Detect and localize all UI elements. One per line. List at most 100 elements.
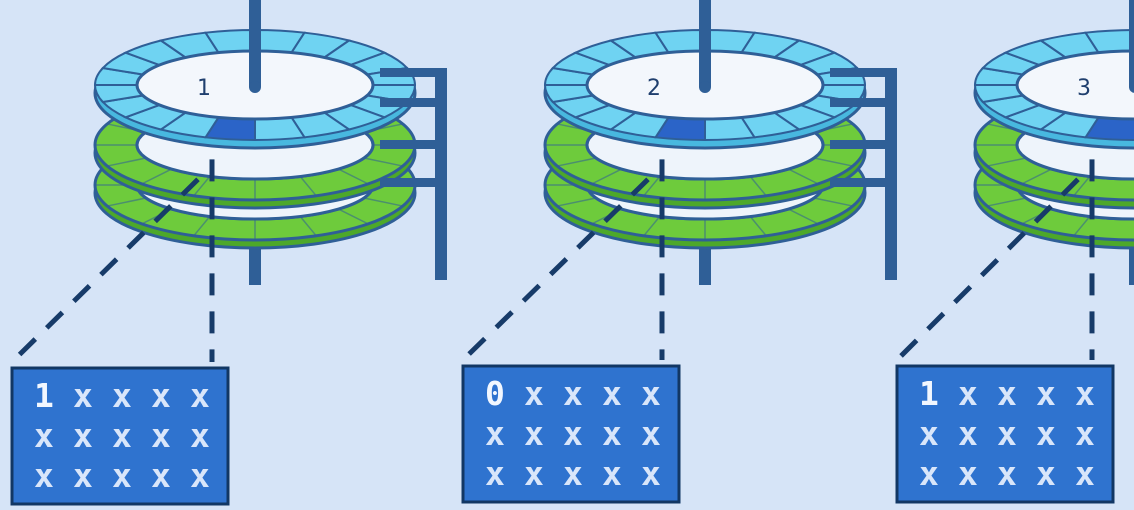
placeholder-bit: x xyxy=(958,454,978,493)
placeholder-bit: x xyxy=(919,414,939,453)
head-arm xyxy=(380,68,447,77)
data-block-2: 0 x x x xx x x x xx x x x x xyxy=(461,364,681,504)
placeholder-bit: x xyxy=(190,376,210,415)
placeholder-bit: x xyxy=(1075,374,1095,413)
head-arm xyxy=(380,178,447,187)
placeholder-bit: x xyxy=(485,414,505,453)
platter-segment-line xyxy=(643,175,661,197)
platter-segment-line xyxy=(338,208,369,225)
leader-line-left xyxy=(463,177,650,360)
platter-segment-line xyxy=(141,168,172,185)
spindle-hub xyxy=(1129,81,1134,93)
placeholder-bit: x xyxy=(112,456,132,495)
disk-2: 2 xyxy=(463,0,897,360)
placeholder-bit: x xyxy=(1036,374,1056,413)
platter-segment-line xyxy=(813,197,853,207)
platter-hole xyxy=(1015,49,1134,121)
platter-segment-line xyxy=(193,215,211,237)
data-block-box xyxy=(10,366,230,506)
platter-segment-line xyxy=(749,215,767,237)
head-arm xyxy=(830,140,897,149)
placeholder-bit: x xyxy=(1075,454,1095,493)
disk-1: 1 xyxy=(12,0,447,362)
placeholder-bit: x xyxy=(151,416,171,455)
placeholder-bit: x xyxy=(34,416,54,455)
disk-number-label: 1 xyxy=(197,76,211,101)
head-arm xyxy=(380,98,447,107)
placeholder-bit: x xyxy=(602,454,622,493)
platter-segment-line xyxy=(987,197,1027,207)
platter-segment-line xyxy=(363,157,403,167)
platter-segment-line xyxy=(557,157,597,167)
data-block-1: 1 x x x xx x x x xx x x x x xyxy=(10,366,230,506)
placeholder-bit: x xyxy=(958,414,978,453)
platter-segment-line xyxy=(107,197,147,207)
data-bit: 0 xyxy=(485,374,505,413)
platter-segment-line xyxy=(1021,168,1052,185)
head-arm xyxy=(380,140,447,149)
placeholder-bit: x xyxy=(602,374,622,413)
spindle-hub xyxy=(699,81,711,93)
spindle-hub xyxy=(249,81,261,93)
placeholder-bit: x xyxy=(563,374,583,413)
placeholder-bit: x xyxy=(602,414,622,453)
platter-segment-line xyxy=(299,175,317,197)
data-block-box xyxy=(461,364,681,504)
actuator-post xyxy=(885,68,897,280)
placeholder-bit: x xyxy=(641,414,661,453)
placeholder-bit: x xyxy=(524,374,544,413)
head-arm xyxy=(830,68,897,77)
data-block-box xyxy=(895,364,1115,504)
head-arm xyxy=(830,178,897,187)
platter-segment-line xyxy=(338,168,369,185)
platter-segment-line xyxy=(788,208,819,225)
placeholder-bit: x xyxy=(563,414,583,453)
placeholder-bit: x xyxy=(151,456,171,495)
placeholder-bit: x xyxy=(997,454,1017,493)
platter-segment-line xyxy=(1073,215,1091,237)
placeholder-bit: x xyxy=(524,454,544,493)
data-bit: 1 xyxy=(34,376,54,415)
placeholder-bit: x xyxy=(919,454,939,493)
placeholder-bit: x xyxy=(958,374,978,413)
placeholder-bit: x xyxy=(641,374,661,413)
platter-segment-line xyxy=(987,157,1027,167)
placeholder-bit: x xyxy=(190,456,210,495)
placeholder-bit: x xyxy=(112,416,132,455)
placeholder-bit: x xyxy=(73,456,93,495)
platter-segment-line xyxy=(813,157,853,167)
platter-segment-line xyxy=(363,197,403,207)
spindle-upper xyxy=(1129,0,1134,87)
placeholder-bit: x xyxy=(190,416,210,455)
platter-segment-line xyxy=(1073,175,1091,197)
disk-number-label: 2 xyxy=(647,76,661,101)
platter-segment-line xyxy=(299,215,317,237)
platter-segment-line xyxy=(557,197,597,207)
platter-segment-line xyxy=(107,157,147,167)
platter-segment-line xyxy=(788,168,819,185)
data-bit: 1 xyxy=(919,374,939,413)
actuator-post xyxy=(435,68,447,280)
disk-number-label: 3 xyxy=(1077,76,1091,101)
placeholder-bit: x xyxy=(1036,414,1056,453)
disk-3: 3 xyxy=(897,0,1134,360)
placeholder-bit: x xyxy=(34,456,54,495)
spindle-upper xyxy=(699,0,711,87)
platter-segment-line xyxy=(749,175,767,197)
leader-line-left xyxy=(12,177,200,362)
placeholder-bit: x xyxy=(1075,414,1095,453)
placeholder-bit: x xyxy=(151,376,171,415)
placeholder-bit: x xyxy=(524,414,544,453)
placeholder-bit: x xyxy=(563,454,583,493)
placeholder-bit: x xyxy=(997,414,1017,453)
placeholder-bit: x xyxy=(73,376,93,415)
leader-line-left xyxy=(897,177,1080,360)
placeholder-bit: x xyxy=(1036,454,1056,493)
platter-segment-line xyxy=(591,168,622,185)
placeholder-bit: x xyxy=(112,376,132,415)
spindle-upper xyxy=(249,0,261,87)
placeholder-bit: x xyxy=(641,454,661,493)
data-block-3: 1 x x x xx x x x xx x x x x xyxy=(895,364,1115,504)
